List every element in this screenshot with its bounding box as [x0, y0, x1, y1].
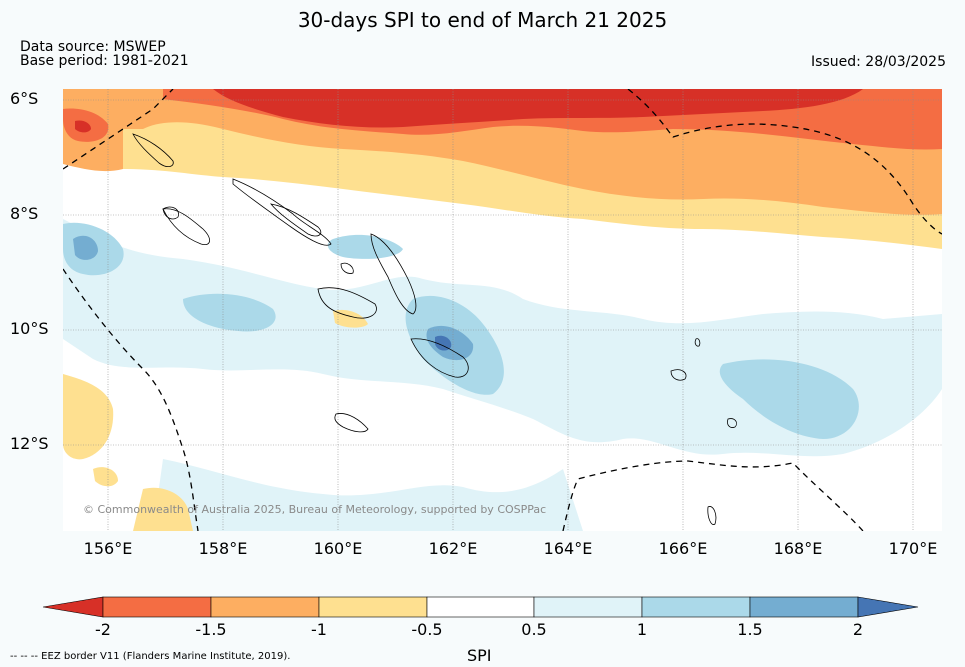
coastlines — [132, 133, 737, 525]
lon-label: 156°E — [83, 539, 133, 558]
map-title: 30-days SPI to end of March 21 2025 — [297, 8, 668, 32]
spi-region-deep-blue — [435, 335, 452, 351]
graticule — [63, 89, 942, 531]
island-guadalcanal — [317, 287, 377, 319]
data-source-text: Data source: MSWEP — [20, 39, 166, 55]
spi-map-canvas — [63, 89, 942, 531]
colorbar-label: SPI — [467, 646, 492, 665]
lon-label: 170°E — [888, 539, 938, 558]
island-new-georgia — [162, 208, 210, 246]
lon-label: 160°E — [313, 539, 363, 558]
spi-region-yellow-sw — [93, 467, 118, 487]
lat-label: 12°S — [10, 434, 49, 453]
spi-region-light-blue-south — [153, 459, 583, 531]
issued-date: Issued: 28/03/2025 — [811, 54, 946, 70]
spi-region-dark-blue — [73, 235, 98, 260]
lon-label: 168°E — [773, 539, 823, 558]
island-choiseul — [232, 178, 332, 246]
lat-label: 10°S — [10, 319, 49, 338]
colorbar-extend-low — [42, 596, 104, 618]
island-bougainville — [132, 133, 174, 167]
spi-region-red — [213, 89, 863, 128]
island-vella-lavella — [162, 206, 179, 220]
colorbar-bin — [641, 596, 751, 618]
colorbar-tick: 0.5 — [521, 620, 547, 639]
colorbar-tick: -0.5 — [411, 620, 443, 639]
spi-region-blue — [327, 234, 403, 259]
spi-region-red-west — [75, 120, 91, 133]
island-santa-cruz — [670, 369, 687, 381]
island-malaita — [370, 233, 417, 315]
colorbar-bin — [749, 596, 859, 618]
colorbar-canvas — [42, 596, 919, 618]
colorbar-bin — [318, 596, 428, 618]
lon-label: 164°E — [543, 539, 593, 558]
colorbar-bin — [102, 596, 212, 618]
colorbar-tick: -1.5 — [195, 620, 227, 639]
colorbar-extend-high — [857, 596, 919, 618]
colorbar-tick: 1.5 — [737, 620, 763, 639]
colorbar — [42, 596, 919, 622]
colorbar-tick: -2 — [95, 620, 111, 639]
copyright-notice: © Commonwealth of Australia 2025, Bureau… — [83, 503, 547, 516]
island-makira — [410, 338, 469, 378]
lon-label: 158°E — [198, 539, 248, 558]
spi-region-blue — [719, 359, 859, 439]
data-source-block: Data source: MSWEP Base period: 1981-202… — [20, 40, 189, 68]
eez-legend: -- -- -- EEZ border V11 (Flanders Marine… — [10, 651, 291, 662]
island-small — [340, 262, 354, 274]
colorbar-bin — [533, 596, 643, 618]
colorbar-tick: 1 — [636, 620, 648, 639]
lat-label: 6°S — [10, 89, 39, 108]
island-rennell — [334, 413, 369, 433]
lat-label: 8°S — [10, 204, 39, 223]
island-small-2 — [727, 418, 737, 428]
island-santa-isabel — [270, 203, 322, 237]
island-small-3 — [707, 506, 717, 525]
lon-label: 166°E — [658, 539, 708, 558]
base-period-text: Base period: 1981-2021 — [20, 53, 189, 69]
colorbar-tick: -1 — [311, 620, 327, 639]
spi-map — [63, 89, 942, 531]
eez-borders — [63, 89, 942, 531]
spi-region-yellow-sw — [133, 487, 193, 531]
colorbar-tick: 2 — [852, 620, 864, 639]
island-small-4 — [694, 338, 701, 347]
colorbar-bin — [426, 596, 535, 618]
spi-region-light-blue — [63, 219, 942, 457]
lon-label: 162°E — [428, 539, 478, 558]
spi-region-blue — [183, 293, 276, 332]
spi-region-yellow-sw — [63, 374, 114, 460]
colorbar-bin — [210, 596, 320, 618]
